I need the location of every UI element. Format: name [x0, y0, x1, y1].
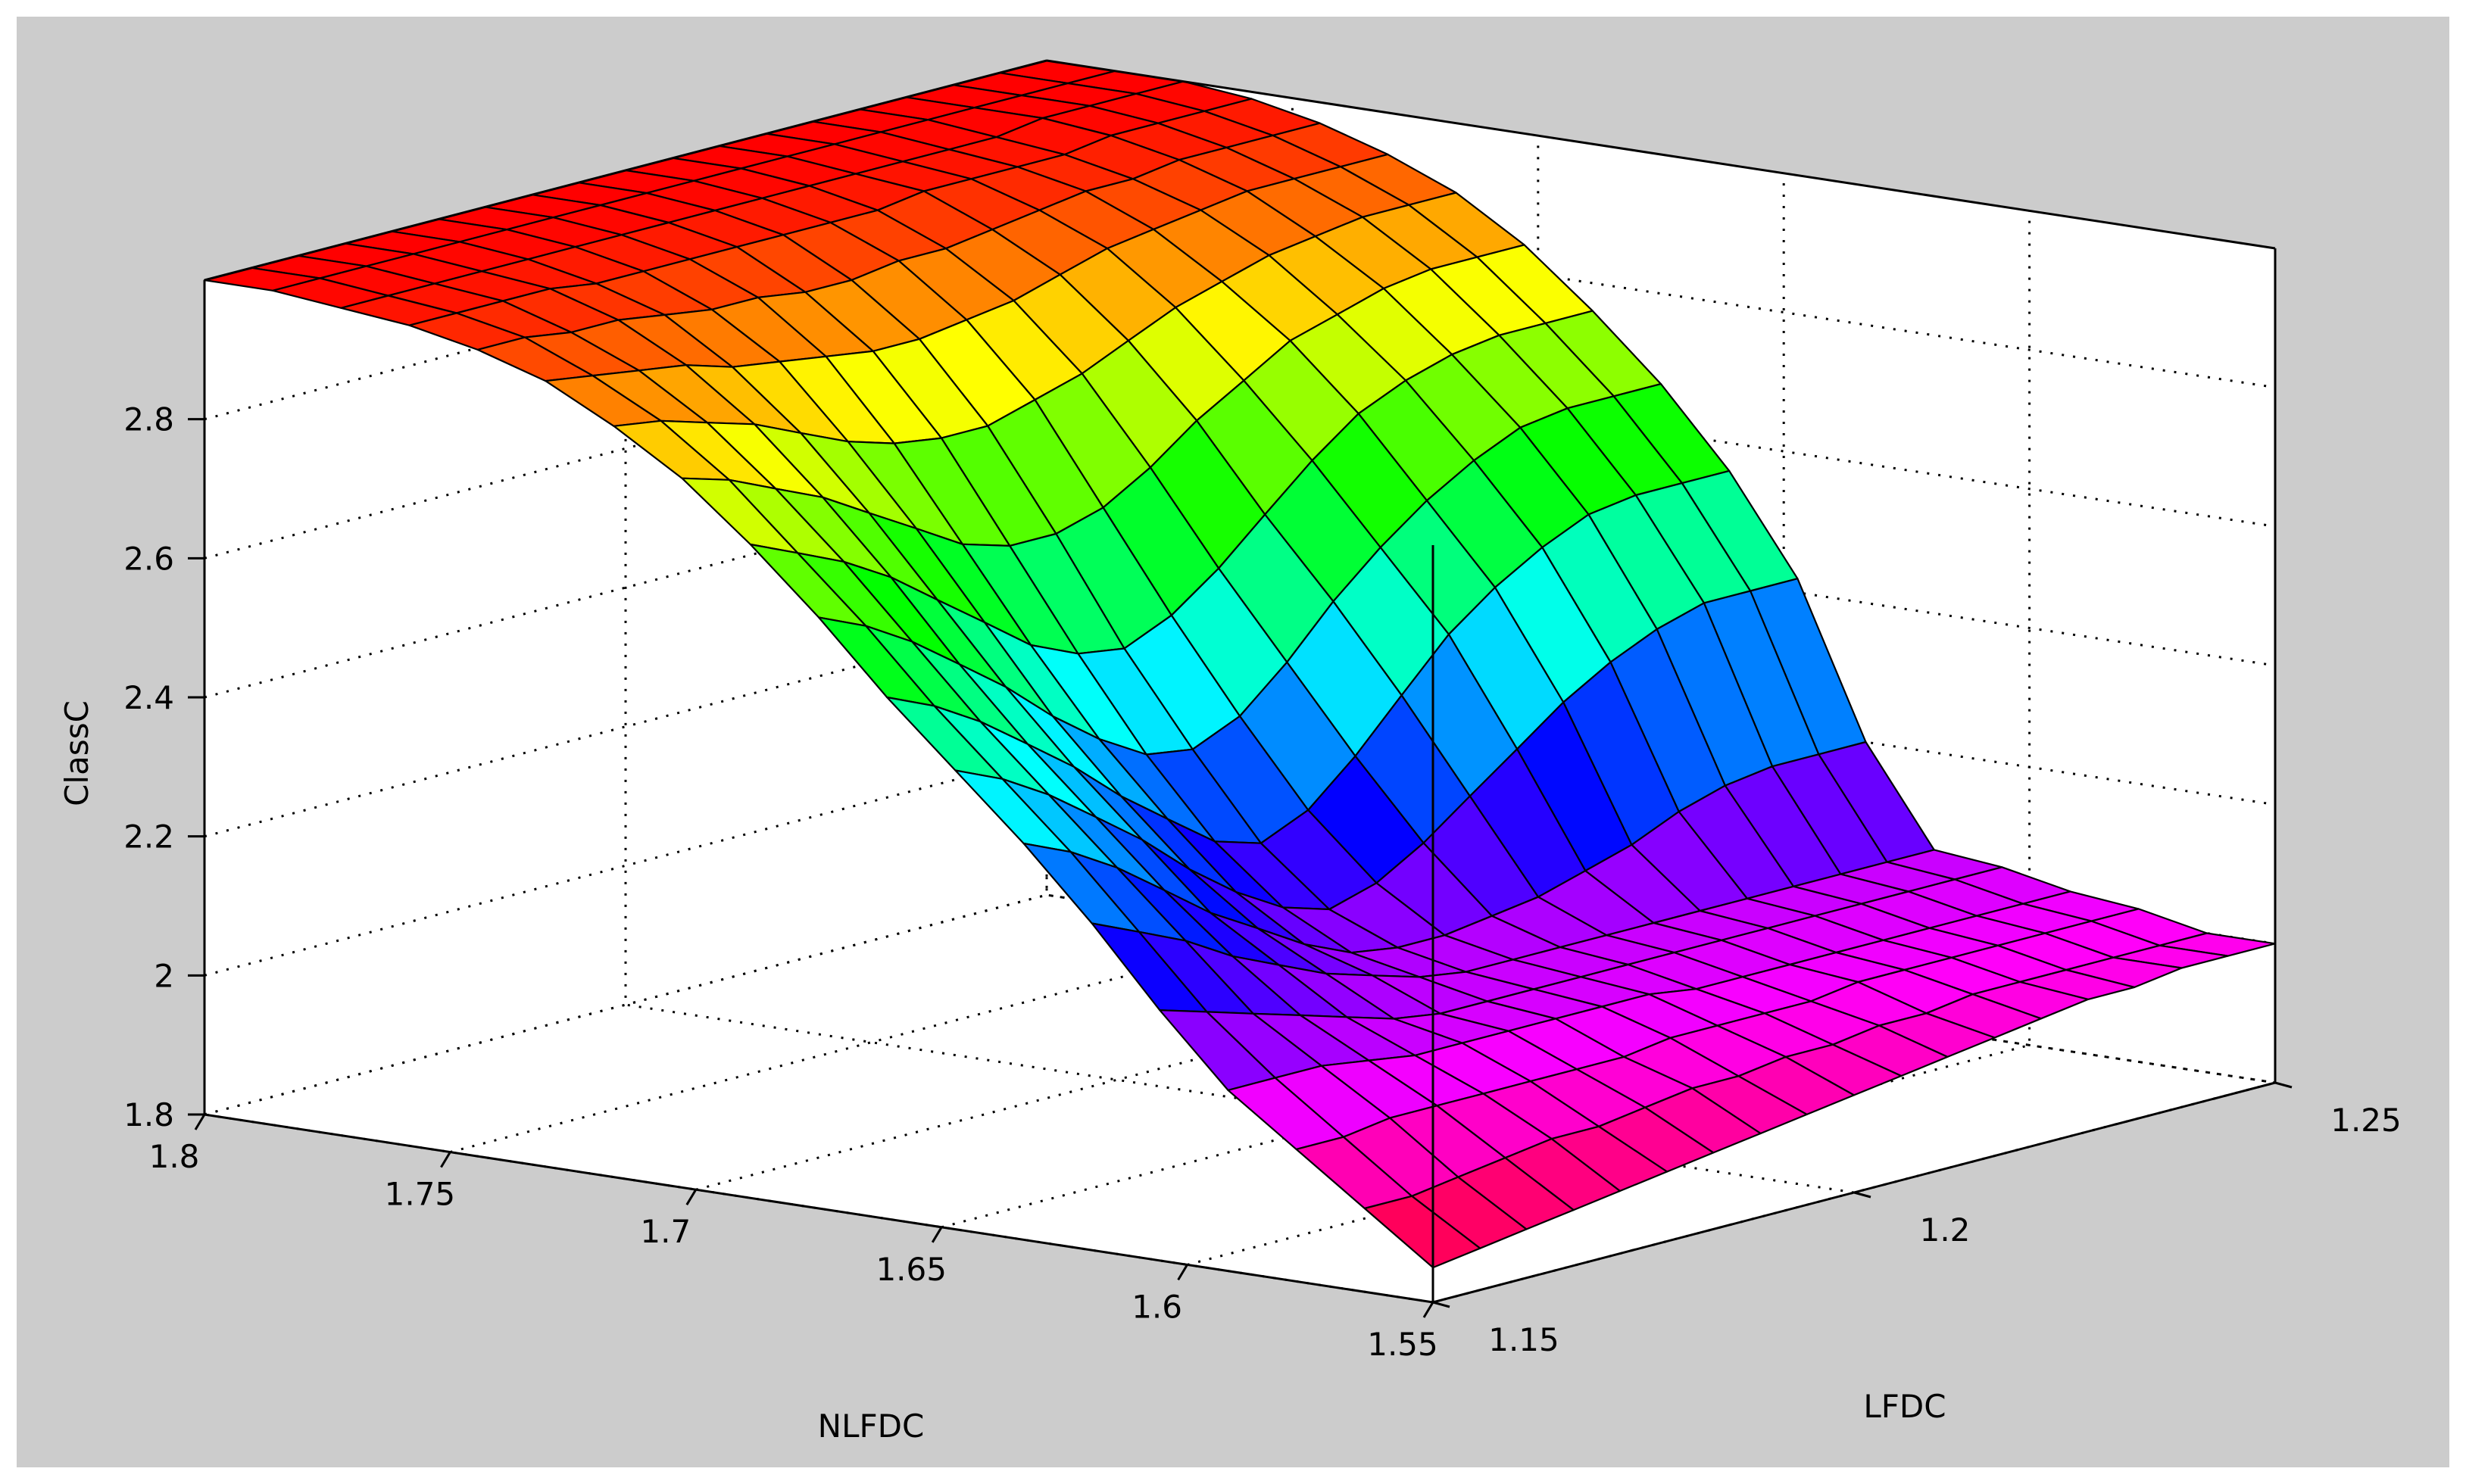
y-tick-label: 1.65: [876, 1251, 947, 1288]
y-tick: [194, 1114, 206, 1130]
x-tick: [1432, 1301, 1450, 1308]
box-edge: [1046, 59, 2276, 250]
y-axis-line: [204, 1113, 1434, 1304]
y-tick: [931, 1227, 943, 1243]
box-edge: [204, 59, 1047, 282]
z-tick-label: 2.8: [123, 401, 174, 438]
x-tick-label: 1.25: [2330, 1102, 2402, 1139]
y-tick-label: 1.75: [385, 1176, 456, 1213]
y-tick: [440, 1151, 451, 1168]
y-tick-label: 1.7: [640, 1213, 691, 1250]
tick-marks: [188, 418, 2293, 1318]
x-axis-label: LFDC: [1863, 1388, 1946, 1425]
y-tick-label: 1.55: [1367, 1326, 1438, 1363]
z-tick-label: 2.6: [123, 540, 174, 577]
x-tick: [2274, 1081, 2293, 1089]
y-tick-label: 1.8: [149, 1138, 200, 1175]
tick-labels: 1.8 2 2.2 2.4 2.6 2.8 1.55 1.6 1.65 1.7 1.75 1.8 1.1…: [123, 401, 2402, 1363]
z-axis-label: ClassC: [58, 700, 95, 806]
x-tick: [1853, 1191, 1871, 1199]
z-tick-label: 2: [154, 957, 174, 994]
y-tick-label: 1.6: [1132, 1288, 1182, 1325]
surface-patch: [1363, 1195, 1481, 1269]
x-tick-label: 1.15: [1488, 1321, 1559, 1358]
y-tick: [1177, 1264, 1188, 1281]
x-tick-label: 1.2: [1920, 1211, 1971, 1249]
y-tick: [1422, 1302, 1434, 1318]
y-tick: [685, 1189, 698, 1205]
z-tick-label: 2.2: [123, 818, 174, 856]
surface-mesh: [203, 59, 2277, 1269]
z-tick-label: 1.8: [123, 1096, 174, 1133]
z-tick-label: 2.4: [123, 679, 174, 716]
y-axis-label: NLFDC: [818, 1408, 925, 1445]
